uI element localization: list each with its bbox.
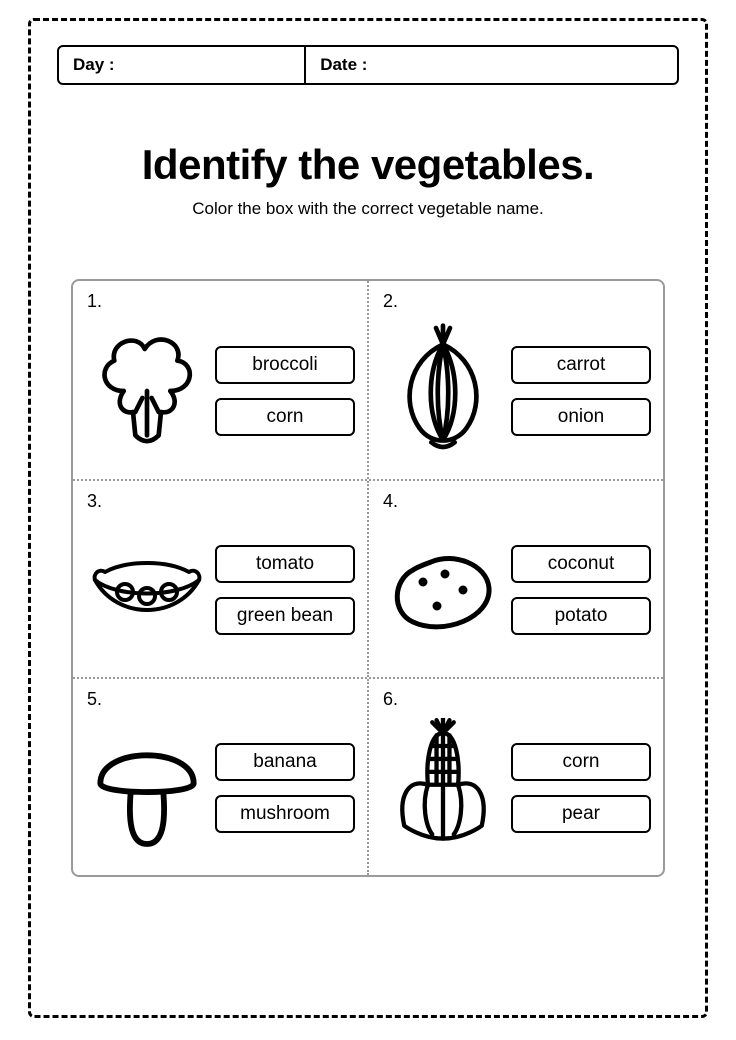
date-label: Date : <box>320 55 367 75</box>
option-label: coconut <box>548 554 615 574</box>
option-box[interactable]: carrot <box>511 346 651 384</box>
header-row: Day : Date : <box>57 45 679 85</box>
options: banana mushroom <box>215 743 355 833</box>
option-label: corn <box>267 407 304 427</box>
date-field[interactable]: Date : <box>306 47 677 83</box>
corn-icon <box>383 718 503 858</box>
option-label: corn <box>563 752 600 772</box>
option-box[interactable]: onion <box>511 398 651 436</box>
question-number: 5. <box>87 689 355 710</box>
options: carrot onion <box>511 346 651 436</box>
option-label: potato <box>555 606 608 626</box>
page-subtitle: Color the box with the correct vegetable… <box>57 199 679 219</box>
grid-row: 1. broccoli corn <box>73 281 663 479</box>
onion-icon <box>383 321 503 461</box>
option-box[interactable]: mushroom <box>215 795 355 833</box>
worksheet-page: Day : Date : Identify the vegetables. Co… <box>28 18 708 1018</box>
question-cell: 3. tomato green be <box>73 481 367 677</box>
question-number: 1. <box>87 291 355 312</box>
option-label: tomato <box>256 554 314 574</box>
option-box[interactable]: tomato <box>215 545 355 583</box>
question-cell: 4. coconut potato <box>367 481 663 677</box>
option-box[interactable]: green bean <box>215 597 355 635</box>
question-body: banana mushroom <box>87 712 355 863</box>
question-number: 6. <box>383 689 651 710</box>
options: corn pear <box>511 743 651 833</box>
option-label: banana <box>253 752 316 772</box>
options: tomato green bean <box>215 545 355 635</box>
option-label: pear <box>562 804 600 824</box>
question-number: 2. <box>383 291 651 312</box>
question-cell: 2. carrot onion <box>367 281 663 479</box>
option-box[interactable]: pear <box>511 795 651 833</box>
option-label: green bean <box>237 606 333 626</box>
day-label: Day : <box>73 55 115 75</box>
option-box[interactable]: coconut <box>511 545 651 583</box>
question-body: corn pear <box>383 712 651 863</box>
potato-icon <box>383 520 503 660</box>
option-label: carrot <box>557 355 606 375</box>
option-box[interactable]: banana <box>215 743 355 781</box>
day-field[interactable]: Day : <box>59 47 306 83</box>
question-cell: 5. banana mushroom <box>73 679 367 875</box>
option-box[interactable]: corn <box>215 398 355 436</box>
broccoli-icon <box>87 321 207 461</box>
option-label: onion <box>558 407 605 427</box>
question-cell: 1. broccoli corn <box>73 281 367 479</box>
mushroom-icon <box>87 718 207 858</box>
question-body: carrot onion <box>383 314 651 467</box>
option-box[interactable]: potato <box>511 597 651 635</box>
question-number: 4. <box>383 491 651 512</box>
option-label: broccoli <box>252 355 317 375</box>
option-box[interactable]: broccoli <box>215 346 355 384</box>
question-cell: 6. corn pear <box>367 679 663 875</box>
question-grid: 1. broccoli corn <box>71 279 665 877</box>
grid-row: 3. tomato green be <box>73 479 663 677</box>
option-label: mushroom <box>240 804 330 824</box>
grid-row: 5. banana mushroom 6. <box>73 677 663 875</box>
green-bean-icon <box>87 520 207 660</box>
question-body: broccoli corn <box>87 314 355 467</box>
question-body: tomato green bean <box>87 514 355 665</box>
page-title: Identify the vegetables. <box>57 141 679 189</box>
options: broccoli corn <box>215 346 355 436</box>
options: coconut potato <box>511 545 651 635</box>
question-body: coconut potato <box>383 514 651 665</box>
option-box[interactable]: corn <box>511 743 651 781</box>
question-number: 3. <box>87 491 355 512</box>
